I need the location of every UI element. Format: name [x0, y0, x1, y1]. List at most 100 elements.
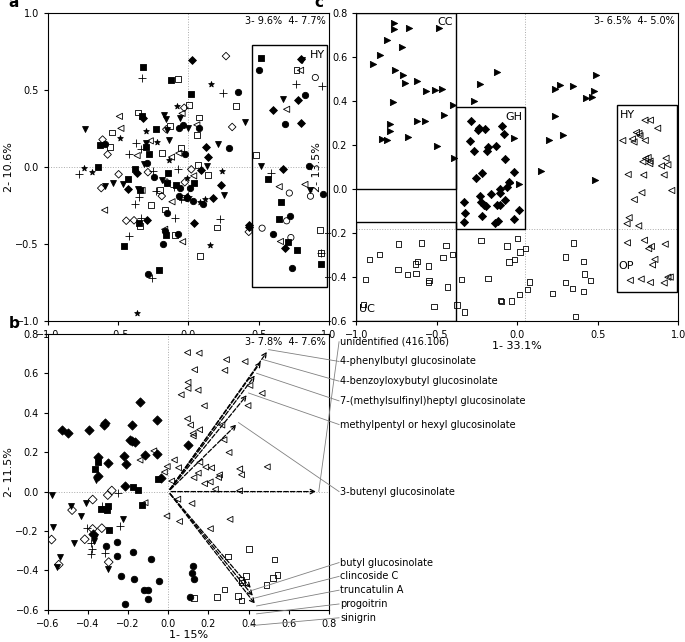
Point [274, 214, 285, 224]
Point [179, 177, 190, 187]
Point [402, 132, 413, 142]
Point [588, 86, 599, 96]
Point [173, 148, 184, 159]
Point [300, 89, 311, 100]
Point [175, 390, 186, 400]
Point [272, 570, 283, 580]
Point [299, 179, 310, 189]
Point [219, 190, 229, 200]
Point [183, 440, 194, 451]
Point [387, 97, 398, 107]
Point [53, 560, 64, 570]
Point [549, 83, 560, 94]
Point [135, 144, 146, 155]
Point [185, 420, 196, 430]
Point [629, 195, 640, 205]
Point [645, 156, 656, 166]
Point [219, 365, 230, 376]
Point [173, 123, 184, 134]
Point [466, 116, 477, 126]
Point [659, 278, 670, 288]
Point [164, 135, 175, 146]
Point [305, 186, 316, 196]
Point [469, 96, 479, 106]
Point [295, 65, 306, 76]
Point [652, 123, 663, 134]
Point [473, 125, 484, 135]
Point [176, 193, 187, 203]
Point [82, 523, 92, 533]
Point [251, 150, 262, 160]
Point [159, 110, 170, 120]
Point [163, 155, 174, 166]
Point [569, 238, 580, 248]
Point [656, 160, 667, 171]
Text: clincoside C: clincoside C [340, 571, 399, 582]
Point [236, 575, 247, 585]
Point [514, 247, 525, 257]
Point [393, 239, 404, 249]
Point [240, 571, 251, 581]
Point [46, 534, 57, 544]
Point [102, 150, 113, 160]
Point [142, 158, 153, 168]
Bar [356, 222, 456, 321]
Text: butyl glucosinolate: butyl glucosinolate [340, 557, 434, 568]
Point [281, 104, 292, 114]
Point [536, 166, 547, 177]
Point [86, 166, 97, 177]
Point [501, 182, 512, 193]
Point [495, 184, 506, 194]
Point [161, 125, 172, 135]
Point [448, 100, 459, 110]
Point [182, 413, 193, 424]
Point [148, 166, 159, 176]
Point [459, 207, 470, 218]
Point [160, 230, 171, 241]
Point [216, 420, 227, 430]
Point [314, 225, 325, 235]
Point [173, 74, 184, 84]
Text: UC: UC [360, 304, 375, 315]
Point [146, 200, 157, 210]
Point [123, 231, 134, 241]
Point [497, 121, 508, 131]
Point [119, 241, 129, 251]
Point [139, 159, 150, 169]
Point [147, 273, 158, 284]
Point [305, 191, 316, 202]
Point [184, 100, 195, 110]
Point [166, 196, 177, 207]
Point [163, 168, 174, 178]
Point [129, 437, 140, 447]
Point [295, 117, 306, 128]
Text: methylpentyl or hexyl glucosinolate: methylpentyl or hexyl glucosinolate [340, 419, 516, 429]
Point [157, 175, 168, 185]
Point [173, 463, 184, 473]
Point [474, 191, 485, 201]
Point [126, 420, 137, 430]
Point [194, 424, 205, 435]
Point [103, 525, 114, 535]
Point [108, 178, 119, 188]
Point [364, 254, 375, 265]
Point [219, 435, 229, 445]
Point [579, 269, 590, 279]
Point [133, 192, 144, 202]
Point [162, 177, 173, 187]
Point [95, 140, 105, 150]
Point [54, 551, 65, 562]
Text: 4-benzoyloxybutyl glucosinolate: 4-benzoyloxybutyl glucosinolate [340, 376, 498, 386]
Point [512, 234, 523, 244]
Point [433, 23, 444, 33]
Point [497, 297, 508, 307]
Point [192, 160, 203, 170]
Point [160, 114, 171, 125]
Bar [356, 13, 456, 189]
Point [132, 485, 143, 495]
Point [423, 275, 434, 286]
Point [97, 501, 108, 512]
Point [170, 180, 181, 190]
Point [166, 152, 177, 162]
Point [137, 62, 148, 73]
